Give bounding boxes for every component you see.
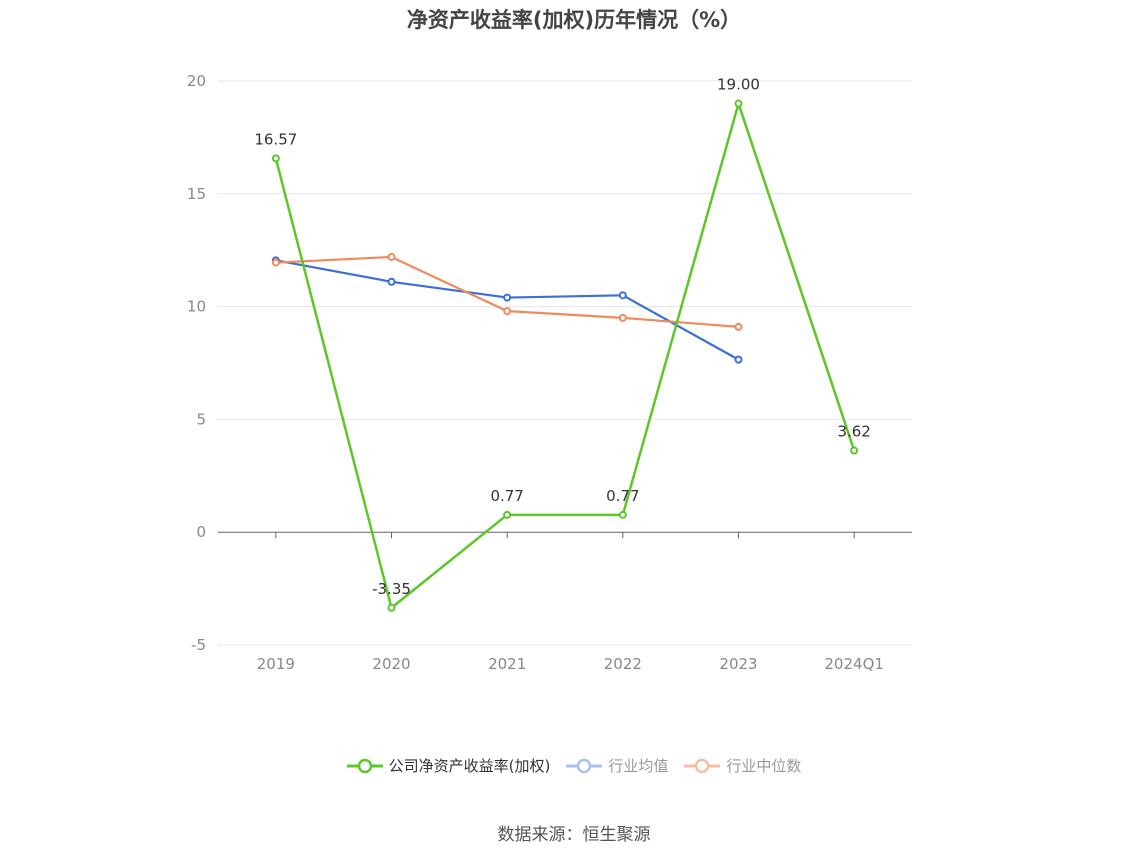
y-tick-label: 15 (187, 185, 206, 203)
data-point[interactable] (850, 446, 859, 455)
y-tick-label: -5 (191, 636, 206, 654)
data-point[interactable] (734, 355, 743, 364)
data-point[interactable] (387, 603, 396, 612)
x-tick-label: 2024Q1 (824, 655, 884, 673)
y-tick-label: 0 (196, 523, 206, 541)
data-point[interactable] (618, 510, 627, 519)
series-line (274, 102, 856, 610)
x-tick-label: 2020 (372, 655, 410, 673)
data-point[interactable] (387, 277, 396, 286)
data-label: 3.62 (837, 423, 870, 441)
legend: 公司净资产收益率(加权) 行业均值 行业中位数 (0, 755, 1148, 776)
legend-item-industry-mean[interactable]: 行业均值 (566, 755, 668, 776)
data-point[interactable] (618, 291, 627, 300)
data-point[interactable] (271, 154, 280, 163)
legend-item-industry-median[interactable]: 行业中位数 (684, 755, 801, 776)
legend-line-icon (684, 758, 721, 773)
data-point[interactable] (271, 258, 280, 267)
legend-item-company-roe[interactable]: 公司净资产收益率(加权) (346, 755, 551, 776)
data-point[interactable] (734, 322, 743, 331)
data-point[interactable] (387, 252, 396, 261)
data-point[interactable] (503, 510, 512, 519)
data-point[interactable] (618, 313, 627, 322)
data-label: 19.00 (717, 76, 760, 94)
data-point[interactable] (503, 293, 512, 302)
label-layer: 16.57 -3.35 0.77 0.77 19.00 3.62 (254, 76, 871, 598)
chart-title: 净资产收益率(加权)历年情况（%） (406, 8, 742, 32)
source-note: 数据来源：恒生聚源 (497, 825, 651, 845)
y-tick-label: 20 (187, 72, 206, 90)
data-point[interactable] (734, 99, 743, 108)
data-label: 16.57 (254, 130, 297, 148)
axis-layer: 20 15 10 5 0 -5 2019 2020 2021 2022 2023 2024Q1 (187, 72, 912, 673)
legend-label: 公司净资产收益率(加权) (388, 757, 551, 775)
data-point[interactable] (503, 307, 512, 316)
x-tick-label: 2023 (719, 655, 757, 673)
x-tick-label: 2022 (604, 655, 642, 673)
data-label: 0.77 (606, 487, 639, 505)
data-label: -3.35 (372, 580, 411, 598)
y-tick-label: 5 (196, 410, 206, 428)
series-line (275, 255, 739, 329)
legend-label: 行业中位数 (726, 757, 802, 775)
legend-label: 行业均值 (608, 757, 669, 775)
x-tick-label: 2019 (257, 655, 295, 673)
x-tick-label: 2021 (488, 655, 526, 673)
data-label: 0.77 (490, 487, 523, 505)
y-tick-label: 10 (187, 298, 206, 316)
grid-layer (218, 80, 912, 646)
legend-line-icon (346, 758, 383, 773)
series-layer (271, 99, 859, 612)
legend-line-icon (566, 758, 603, 773)
